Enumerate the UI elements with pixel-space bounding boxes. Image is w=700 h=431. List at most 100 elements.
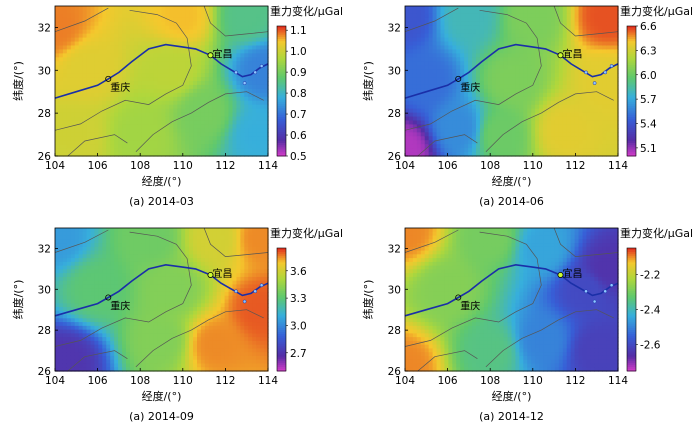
- heatmap-cell: [90, 21, 96, 27]
- heatmap-cell: [602, 41, 607, 47]
- heatmap-cell: [86, 21, 92, 27]
- heatmap-cell: [606, 49, 611, 54]
- heatmap-cell: [200, 29, 206, 35]
- heatmap-cell: [570, 144, 576, 149]
- heatmap-cell: [66, 57, 72, 62]
- heatmap-cell: [412, 144, 418, 149]
- heatmap-cell: [590, 144, 595, 149]
- heatmap-cell: [232, 25, 238, 31]
- heatmap-cell: [118, 81, 123, 86]
- heatmap-cell: [436, 57, 442, 62]
- heatmap-cell: [82, 344, 88, 350]
- heatmap-cell: [86, 13, 92, 19]
- heatmap-cell: [436, 61, 442, 66]
- heatmap-cell: [558, 96, 564, 102]
- heatmap-cell: [212, 29, 218, 35]
- heatmap-cell: [55, 17, 60, 23]
- heatmap-cell: [507, 21, 513, 27]
- heatmap-cell: [212, 140, 218, 145]
- heatmap-cell: [420, 45, 426, 51]
- heatmap-cell: [420, 41, 426, 47]
- colorbar-segment: [277, 39, 286, 42]
- heatmap-cell: [58, 261, 64, 267]
- heatmap-cell: [177, 17, 182, 23]
- heatmap-cell: [606, 152, 611, 157]
- heatmap-cell: [566, 112, 572, 118]
- heatmap-cell: [118, 45, 123, 51]
- heatmap-cell: [428, 88, 434, 94]
- heatmap-cell: [86, 329, 92, 334]
- heatmap-cell: [535, 124, 540, 129]
- heatmap-cell: [216, 77, 222, 82]
- heatmap-cell: [74, 318, 80, 323]
- heatmap-cell: [98, 303, 103, 308]
- heatmap-cell: [416, 41, 422, 47]
- heatmap-cell: [232, 120, 238, 126]
- heatmap-cell: [554, 112, 560, 118]
- heatmap-cell: [539, 88, 544, 94]
- heatmap-cell: [515, 9, 520, 15]
- heatmap-cell: [594, 152, 599, 157]
- heatmap-cell: [157, 84, 163, 90]
- heatmap-cell: [252, 144, 257, 149]
- heatmap-cell: [220, 33, 226, 39]
- colorbar-tick-label: 5.7: [640, 94, 657, 106]
- heatmap-cell: [208, 6, 214, 11]
- heatmap-cell: [476, 112, 481, 118]
- heatmap-cell: [562, 53, 568, 58]
- heatmap-cell: [248, 37, 253, 43]
- heatmap-cell: [62, 276, 68, 282]
- heatmap-cell: [212, 144, 218, 149]
- heatmap-cell: [185, 132, 190, 137]
- heatmap-cell: [416, 29, 422, 35]
- heatmap-cell: [408, 9, 414, 15]
- heatmap-cell: [200, 152, 206, 157]
- heatmap-cell: [102, 280, 107, 286]
- heatmap-cell: [472, 100, 477, 106]
- heatmap-cell: [511, 41, 517, 47]
- heatmap-cell: [118, 152, 123, 157]
- heatmap-cell: [86, 6, 92, 11]
- heatmap-cell: [408, 29, 414, 35]
- heatmap-cell: [90, 299, 96, 304]
- heatmap-cell: [507, 6, 513, 11]
- heatmap-cell: [491, 120, 497, 126]
- heatmap-cell: [539, 61, 544, 66]
- heatmap-cell: [574, 92, 580, 98]
- heatmap-cell: [606, 144, 611, 149]
- heatmap-cell: [189, 152, 194, 157]
- heatmap-cell: [428, 25, 434, 31]
- heatmap-cell: [90, 100, 96, 106]
- heatmap-cell: [515, 41, 520, 47]
- heatmap-cell: [157, 100, 163, 106]
- heatmap-cell: [216, 57, 222, 62]
- heatmap-cell: [412, 53, 418, 58]
- heatmap-cell: [479, 25, 485, 31]
- heatmap-cell: [558, 100, 564, 106]
- heatmap-cell: [129, 84, 135, 90]
- heatmap-cell: [472, 9, 477, 15]
- heatmap-cell: [614, 25, 619, 31]
- heatmap-cell: [62, 128, 68, 133]
- heatmap-cell: [185, 96, 190, 102]
- heatmap-cell: [137, 29, 143, 35]
- heatmap-cell: [479, 92, 485, 98]
- heatmap-cell: [578, 132, 584, 137]
- heatmap-cell: [173, 77, 178, 82]
- heatmap-cell: [547, 17, 552, 23]
- heatmap-cell: [574, 41, 580, 47]
- heatmap-cell: [106, 104, 111, 110]
- heatmap-cell: [264, 96, 269, 102]
- colorbar-segment: [627, 119, 636, 122]
- heatmap-cell: [240, 112, 245, 118]
- heatmap-cell: [452, 33, 457, 39]
- heatmap-cell: [598, 65, 603, 70]
- heatmap-cell: [594, 104, 599, 110]
- heatmap-cell: [70, 269, 76, 274]
- heatmap-cell: [126, 65, 131, 70]
- heatmap-cell: [614, 77, 619, 82]
- heatmap-cell: [547, 33, 552, 39]
- heatmap-cell: [149, 81, 155, 86]
- heatmap-cell: [256, 108, 261, 114]
- heatmap-cell: [436, 152, 442, 157]
